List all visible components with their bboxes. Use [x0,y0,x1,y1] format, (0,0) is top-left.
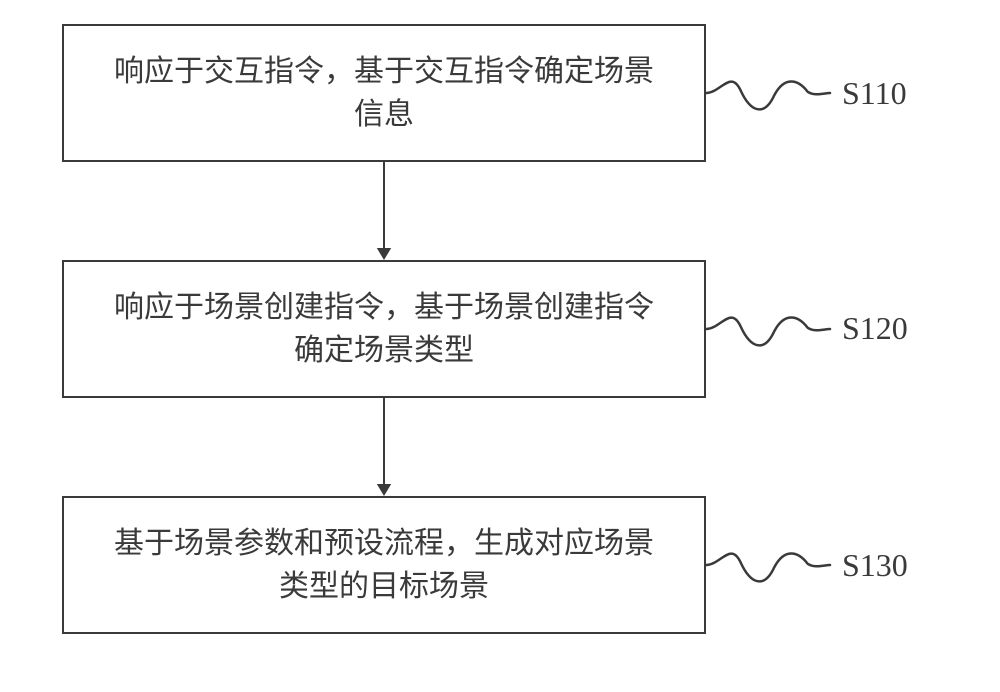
flow-label-s110-text: S110 [842,75,907,111]
flow-node-s130: 基于场景参数和预设流程，生成对应场景 类型的目标场景 [62,496,706,634]
flow-node-s120-text: 响应于场景创建指令，基于场景创建指令 确定场景类型 [114,286,654,373]
flow-label-s110: S110 [842,75,907,112]
flow-label-s120-text: S120 [842,310,908,346]
flow-label-s130: S130 [842,547,908,584]
flow-node-s110-text: 响应于交互指令，基于交互指令确定场景 信息 [114,50,654,137]
flow-node-s130-text: 基于场景参数和预设流程，生成对应场景 类型的目标场景 [114,522,654,609]
flow-label-s120: S120 [842,310,908,347]
flow-node-s120: 响应于场景创建指令，基于场景创建指令 确定场景类型 [62,260,706,398]
flow-label-s130-text: S130 [842,547,908,583]
flow-node-s110: 响应于交互指令，基于交互指令确定场景 信息 [62,24,706,162]
flowchart-canvas: 响应于交互指令，基于交互指令确定场景 信息 S110 响应于场景创建指令，基于场… [0,0,1000,692]
